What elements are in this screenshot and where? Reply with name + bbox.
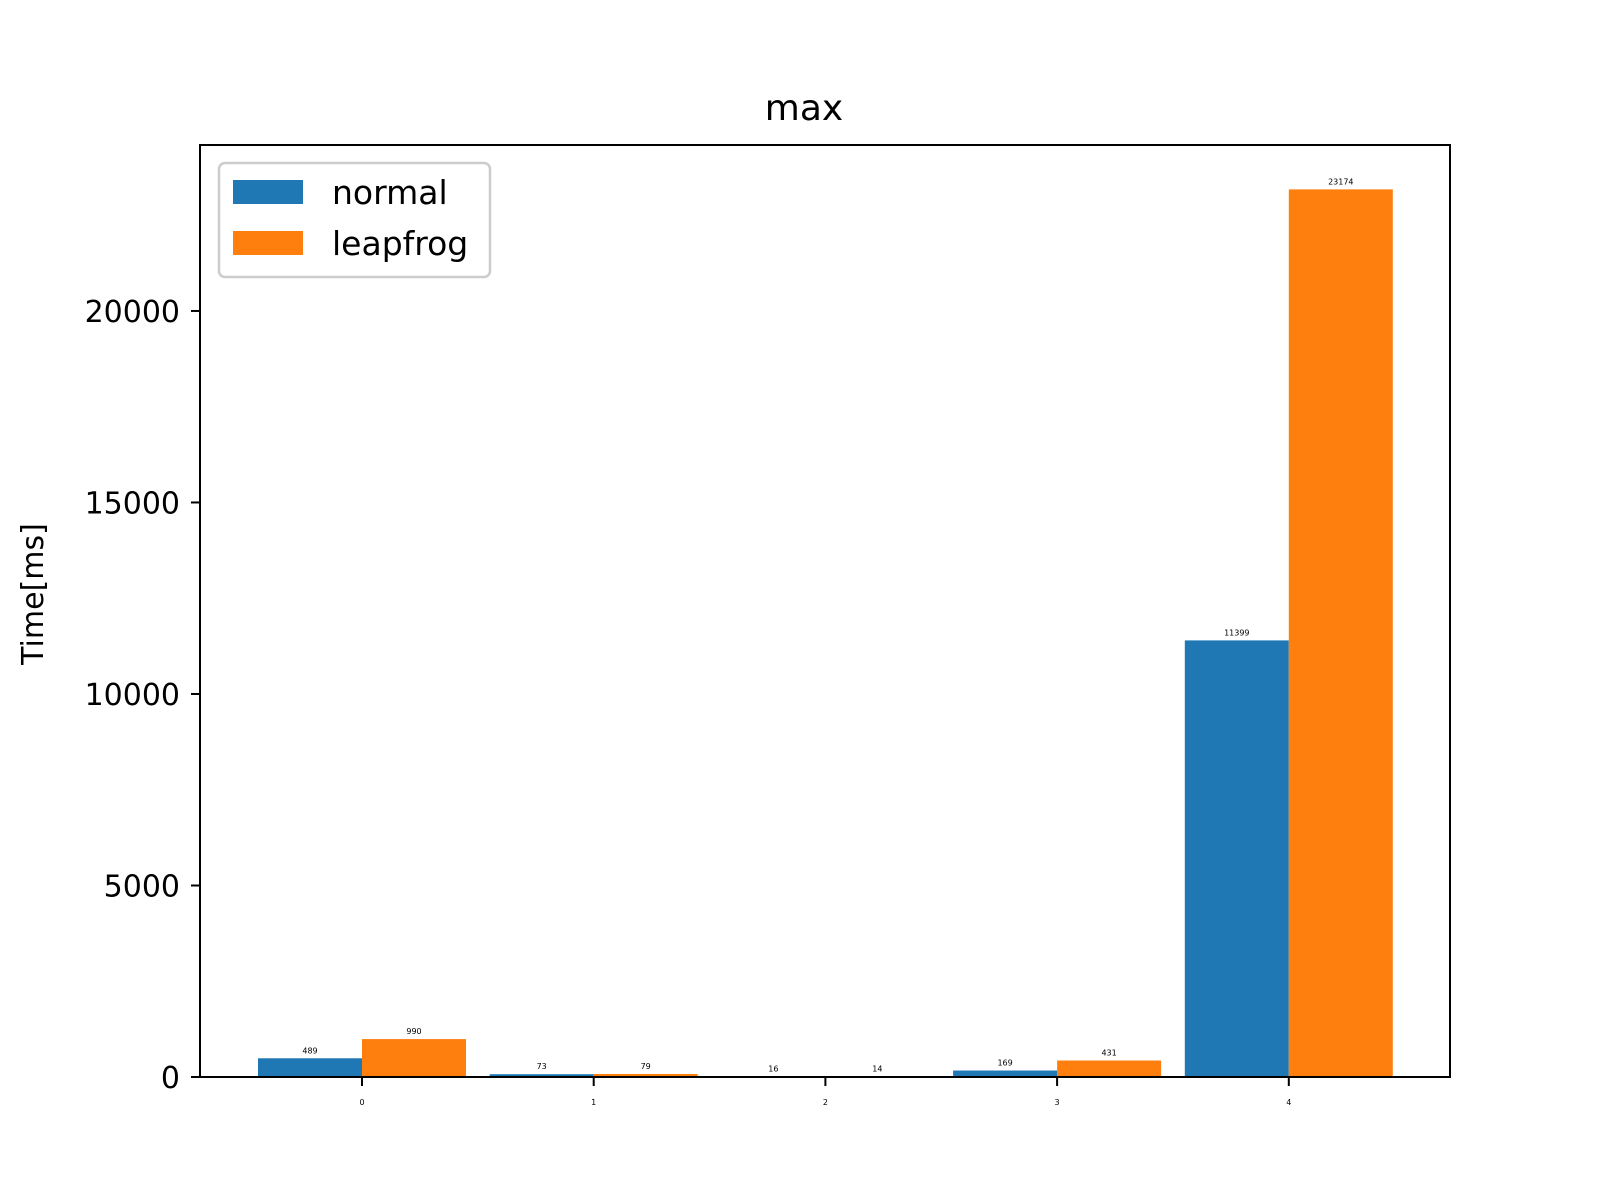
bar-leapfrog-3 xyxy=(1057,1060,1162,1077)
legend-swatch-leapfrog xyxy=(233,231,303,255)
y-tick-label-5000: 5000 xyxy=(104,869,180,904)
bar-leapfrog-0 xyxy=(362,1039,466,1077)
bar-leapfrog-4 xyxy=(1288,189,1393,1077)
y-axis-label: Time[ms] xyxy=(16,523,51,666)
bar-labels-layer: 489 73 16 169 11399 990 79 14 431 23174 xyxy=(302,177,1353,1073)
bar-normal-1 xyxy=(489,1074,594,1077)
bar-label-normal-3: 169 xyxy=(997,1059,1012,1068)
bar-label-leapfrog-1: 79 xyxy=(641,1062,651,1071)
bar-label-normal-2: 16 xyxy=(768,1064,778,1073)
axes-layer: 0 1 2 3 4 0 5000 10000 15000 20000 xyxy=(85,295,1292,1107)
x-tick-label-1: 1 xyxy=(591,1098,596,1107)
y-tick-label-0: 0 xyxy=(161,1061,180,1096)
bar-label-normal-1: 73 xyxy=(537,1062,547,1071)
bar-label-leapfrog-0: 990 xyxy=(406,1027,421,1036)
y-tick-label-15000: 15000 xyxy=(85,486,180,521)
y-tick-label-10000: 10000 xyxy=(85,678,180,713)
y-tick-label-20000: 20000 xyxy=(85,295,180,330)
x-tick-label-3: 3 xyxy=(1055,1098,1060,1107)
bar-label-leapfrog-4: 23174 xyxy=(1328,177,1353,186)
legend: normal leapfrog xyxy=(217,161,492,279)
bar-normal-3 xyxy=(953,1070,1058,1077)
legend-swatch-normal xyxy=(233,180,303,204)
x-tick-label-0: 0 xyxy=(359,1098,364,1107)
bar-label-normal-4: 11399 xyxy=(1224,628,1249,637)
bar-label-leapfrog-2: 14 xyxy=(872,1064,882,1073)
x-tick-label-2: 2 xyxy=(823,1098,828,1107)
legend-label-leapfrog: leapfrog xyxy=(332,224,468,263)
bar-label-normal-0: 489 xyxy=(302,1046,317,1055)
bars-layer xyxy=(258,189,1393,1077)
chart-title: max xyxy=(765,88,843,129)
bar-normal-4 xyxy=(1184,640,1289,1077)
bar-label-leapfrog-3: 431 xyxy=(1101,1048,1116,1057)
plot-frame xyxy=(199,144,1451,1078)
bar-normal-0 xyxy=(258,1058,362,1077)
x-tick-label-4: 4 xyxy=(1286,1098,1291,1107)
legend-label-normal: normal xyxy=(332,173,448,212)
bar-leapfrog-1 xyxy=(593,1073,698,1077)
